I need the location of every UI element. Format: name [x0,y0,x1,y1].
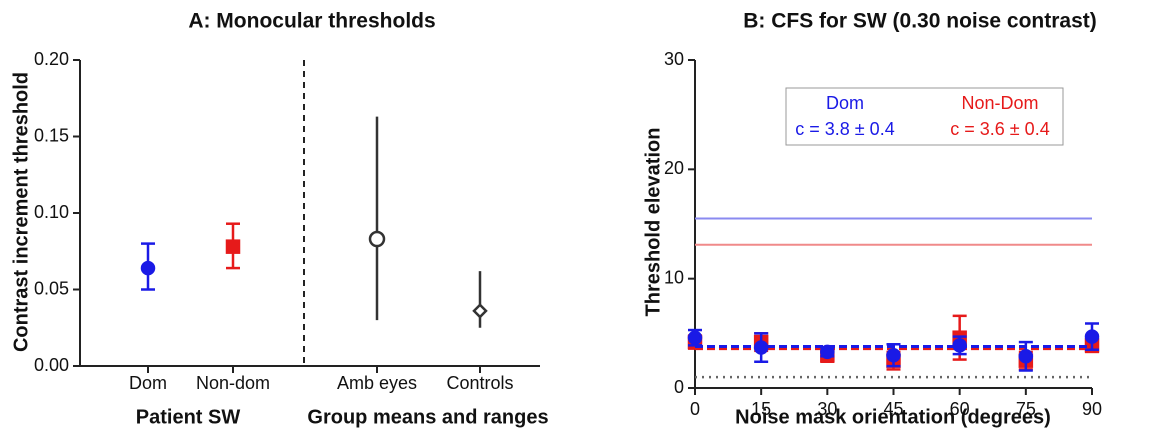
x-axis-label: Noise mask orientation (degrees) [735,406,1051,428]
y-tick-label: 0.00 [34,355,69,375]
group-label: Group means and ranges [307,406,548,428]
x-tick-label: 45 [883,399,903,419]
marker [472,303,488,319]
marker [368,230,386,248]
y-tick-label: 30 [664,49,684,69]
x-tick-label: Controls [446,373,513,393]
chart-title: B: CFS for SW (0.30 noise contrast) [743,10,1097,33]
x-tick-label: Dom [129,373,167,393]
x-tick-label: Amb eyes [337,373,417,393]
marker [687,330,703,345]
x-tick-label: 90 [1082,399,1102,419]
x-tick-label: Non-dom [196,373,270,393]
marker [1018,349,1034,364]
y-axis-label: Threshold elevation [642,128,664,317]
y-tick-label: 0.10 [34,202,69,222]
marker [753,340,769,355]
legend-label: Non-Dom [961,93,1038,113]
legend-value: c = 3.6 ± 0.4 [950,119,1049,139]
x-tick-label: 30 [817,399,837,419]
y-tick-label: 0.05 [34,278,69,298]
legend-label: Dom [826,93,864,113]
legend-box [785,87,1064,146]
y-tick-label: 0 [674,377,684,397]
x-tick-label: 75 [1016,399,1036,419]
y-tick-label: 10 [664,267,684,287]
y-tick-label: 20 [664,158,684,178]
x-tick-label: 60 [950,399,970,419]
legend-value: c = 3.8 ± 0.4 [795,119,894,139]
y-tick-label: 0.20 [34,49,69,69]
marker [225,239,241,254]
marker [820,344,835,360]
marker [952,338,967,353]
group-label: Patient SW [136,406,241,428]
y-axis-label: Contrast increment threshold [10,72,32,352]
y-tick-label: 0.15 [34,125,69,145]
marker [886,347,901,363]
x-tick-label: 15 [751,399,771,419]
marker [140,260,156,276]
marker [1084,329,1100,344]
chart-title: A: Monocular thresholds [188,10,435,33]
x-tick-label: 0 [690,399,700,419]
